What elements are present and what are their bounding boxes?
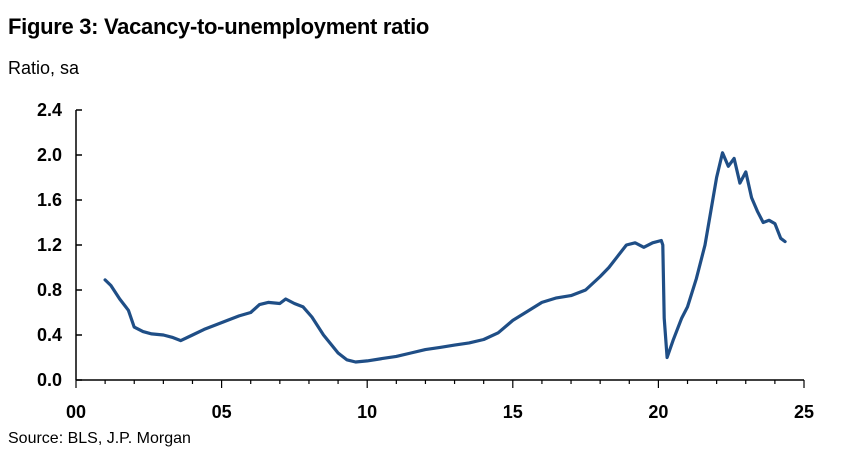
x-tick-label: 15 — [503, 402, 523, 422]
chart-axes: 0.0 0.4 0.8 1.2 1.6 2.0 2.4 00 05 10 15 20 25 — [37, 100, 814, 422]
x-tick-label: 10 — [357, 402, 377, 422]
x-tick-label: 25 — [794, 402, 814, 422]
y-tick-label: 2.0 — [37, 145, 62, 165]
x-tick-label: 00 — [66, 402, 86, 422]
chart-title: Figure 3: Vacancy-to-unemployment ratio — [8, 14, 430, 39]
plot-area — [103, 151, 787, 364]
y-axis-unit-label: Ratio, sa — [8, 58, 80, 78]
y-tick-label: 1.6 — [37, 190, 62, 210]
y-tick-label: 0.8 — [37, 280, 62, 300]
series-line — [103, 151, 787, 364]
x-tick-label: 05 — [212, 402, 232, 422]
source-note: Source: BLS, J.P. Morgan — [8, 430, 191, 447]
x-tick-label: 20 — [648, 402, 668, 422]
y-tick-label: 0.0 — [37, 370, 62, 390]
y-tick-label: 0.4 — [37, 325, 62, 345]
y-tick-label: 1.2 — [37, 235, 62, 255]
y-tick-label: 2.4 — [37, 100, 62, 120]
